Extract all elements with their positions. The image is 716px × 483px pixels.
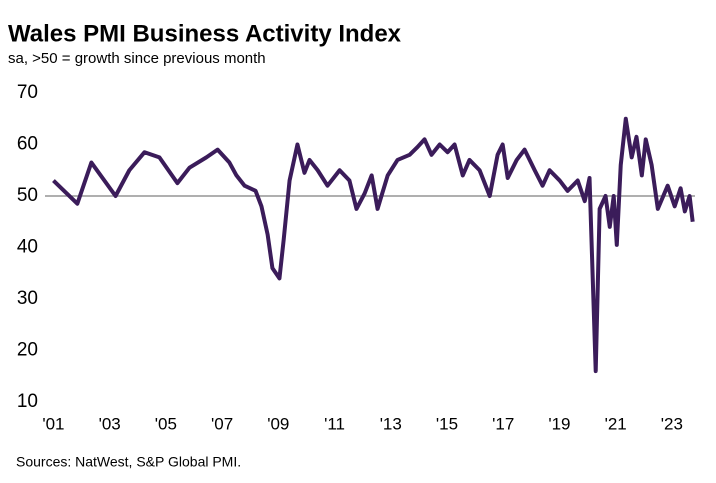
x-tick-label: '23 [661, 414, 683, 433]
x-tick-label: '07 [211, 414, 233, 433]
data-line [52, 116, 695, 374]
x-tick-label: '01 [42, 414, 64, 433]
source-note: Sources: NatWest, S&P Global PMI. [16, 454, 241, 470]
x-tick-label: '11 [324, 414, 345, 433]
chart-subtitle: sa, >50 = growth since previous month [8, 50, 266, 67]
x-tick-label: '17 [492, 414, 514, 433]
y-tick-label: 30 [17, 288, 38, 309]
x-tick-label: '03 [99, 414, 121, 433]
y-tick-label: 40 [17, 237, 38, 258]
y-tick-label: 20 [17, 340, 38, 361]
x-tick-label: '19 [548, 414, 570, 433]
y-tick-label: 60 [17, 134, 38, 155]
x-tick-label: '13 [380, 414, 402, 433]
y-tick-label: 10 [17, 391, 38, 412]
x-tick-label: '15 [436, 414, 458, 433]
y-tick-label: 70 [17, 82, 38, 103]
x-tick-label: '21 [605, 414, 627, 433]
chart-title: Wales PMI Business Activity Index [8, 20, 402, 47]
x-tick-label: '05 [155, 414, 177, 433]
y-tick-label: 50 [17, 185, 38, 206]
x-tick-label: '09 [267, 414, 289, 433]
